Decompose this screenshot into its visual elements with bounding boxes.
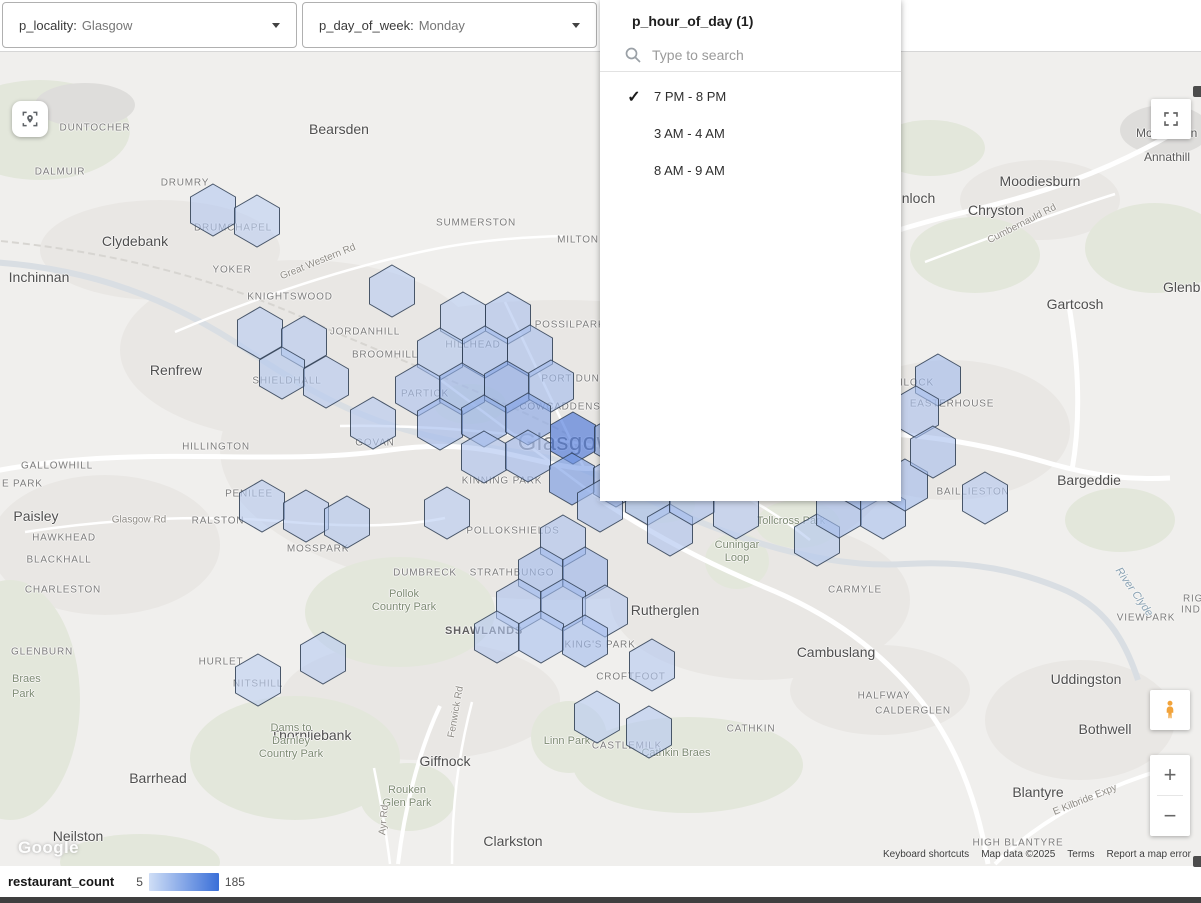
filter-locality-label: p_locality: — [19, 17, 77, 33]
hour-option-label: 8 AM - 9 AM — [654, 163, 725, 178]
map-data-copyright: Map data ©2025 — [981, 849, 1056, 860]
chevron-down-icon — [572, 22, 580, 28]
scrollbar-marker-bottom[interactable] — [1193, 856, 1201, 867]
legend-gradient — [148, 872, 219, 891]
search-icon — [625, 47, 641, 63]
hex-bin[interactable] — [461, 430, 507, 484]
hex-bin[interactable] — [518, 610, 564, 664]
bottom-edge-strip — [0, 897, 1201, 903]
hex-bin[interactable] — [424, 486, 470, 540]
hour-options-list: ✓ 7 PM - 8 PM 3 AM - 4 AM 8 AM - 9 AM — [600, 72, 901, 189]
hex-bin[interactable] — [562, 614, 608, 668]
hour-dropdown-panel: p_hour_of_day (1) ✓ 7 PM - 8 PM 3 AM - 4 A… — [600, 0, 901, 501]
hex-bin[interactable] — [237, 306, 283, 360]
map-attribution: Keyboard shortcuts Map data ©2025 Terms … — [883, 849, 1191, 860]
legend-min-value: 5 — [136, 874, 143, 889]
hour-option-label: 3 AM - 4 AM — [654, 126, 725, 141]
google-logo[interactable]: Google — [18, 838, 79, 857]
filter-day-value: Monday — [418, 17, 465, 33]
filter-locality-value: Glasgow — [81, 17, 133, 33]
hex-bin[interactable] — [910, 425, 956, 479]
legend-max-value: 185 — [224, 874, 245, 889]
hex-bin[interactable] — [300, 631, 346, 685]
hex-bin[interactable] — [505, 429, 551, 483]
pegman-icon — [1166, 700, 1174, 719]
hex-bin[interactable] — [626, 705, 672, 759]
chevron-down-icon — [272, 22, 280, 28]
hex-bin[interactable] — [303, 355, 349, 409]
hex-bin[interactable] — [234, 194, 280, 248]
keyboard-shortcuts-link[interactable]: Keyboard shortcuts — [883, 849, 970, 860]
zoom-out-button[interactable]: − — [1163, 803, 1177, 828]
filter-day-of-week[interactable]: p_day_of_week: Monday — [302, 2, 597, 48]
fullscreen-button[interactable] — [1151, 99, 1191, 139]
hex-bin[interactable] — [283, 489, 329, 543]
hex-bin[interactable] — [235, 653, 281, 707]
hex-bin[interactable] — [962, 471, 1008, 525]
hour-option-label: 7 PM - 8 PM — [654, 89, 727, 104]
fullscreen-icon — [1164, 112, 1178, 126]
check-icon: ✓ — [627, 88, 641, 106]
hex-bin[interactable] — [629, 638, 675, 692]
legend-bar: restaurant_count 5 185 — [0, 866, 1201, 897]
my-location-icon — [22, 111, 38, 127]
my-location-button[interactable] — [12, 101, 48, 137]
zoom-divider — [1157, 795, 1183, 796]
hour-dropdown-title: p_hour_of_day (1) — [632, 13, 754, 29]
hex-bin[interactable] — [350, 396, 396, 450]
scrollbar-marker-top[interactable] — [1193, 86, 1201, 97]
zoom-control: + − — [1150, 755, 1190, 836]
legend-field-name: restaurant_count — [8, 874, 115, 889]
hex-bin[interactable] — [324, 495, 370, 549]
hex-bin[interactable] — [239, 479, 285, 533]
hour-option[interactable]: 8 AM - 9 AM — [600, 152, 901, 189]
hour-option[interactable]: 3 AM - 4 AM — [600, 115, 901, 152]
hour-option[interactable]: ✓ 7 PM - 8 PM — [600, 78, 901, 115]
hex-bin[interactable] — [259, 346, 305, 400]
hour-search-row — [600, 38, 901, 72]
hour-search-input[interactable] — [652, 46, 901, 63]
filter-locality[interactable]: p_locality: Glasgow — [2, 2, 297, 48]
hex-bin[interactable] — [369, 264, 415, 318]
report-map-error-link[interactable]: Report a map error — [1106, 849, 1191, 860]
zoom-in-button[interactable]: + — [1163, 762, 1177, 787]
hex-bin[interactable] — [190, 183, 236, 237]
terms-link[interactable]: Terms — [1067, 849, 1095, 860]
filter-day-label: p_day_of_week: — [319, 17, 414, 33]
hex-bin[interactable] — [574, 690, 620, 744]
pegman-button[interactable] — [1150, 690, 1190, 730]
